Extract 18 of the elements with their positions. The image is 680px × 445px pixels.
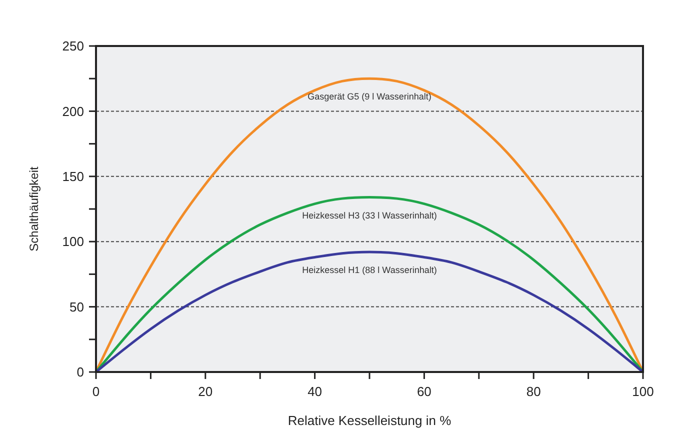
y-tick-label: 250 (62, 38, 84, 54)
y-axis-title: Schalthäufigkeit (27, 166, 41, 252)
y-tick-label: 0 (76, 364, 84, 380)
y-tick-label: 150 (62, 168, 84, 184)
series-label: Heizkessel H3 (33 l Wasserinhalt) (302, 210, 437, 220)
line-series (94, 250, 644, 374)
x-tick-label: 60 (416, 384, 432, 399)
y-tick-label: 100 (62, 234, 84, 250)
x-tick-label: 40 (308, 384, 322, 399)
x-tick-label: 100 (632, 384, 654, 399)
x-axis-title: Relative Kesselleistung in % (288, 413, 452, 428)
series-label: Heizkessel H1 (88 l Wasserinhalt) (302, 265, 437, 276)
x-tick-label: 0 (92, 384, 100, 399)
y-tick-label: 200 (62, 104, 84, 119)
y-tick-label: 50 (70, 299, 84, 314)
series-label: Gasgerät G5 (9 l Wasserinhalt) (308, 92, 432, 102)
x-tick-label: 80 (526, 384, 541, 399)
x-tick-label: 20 (198, 384, 213, 399)
